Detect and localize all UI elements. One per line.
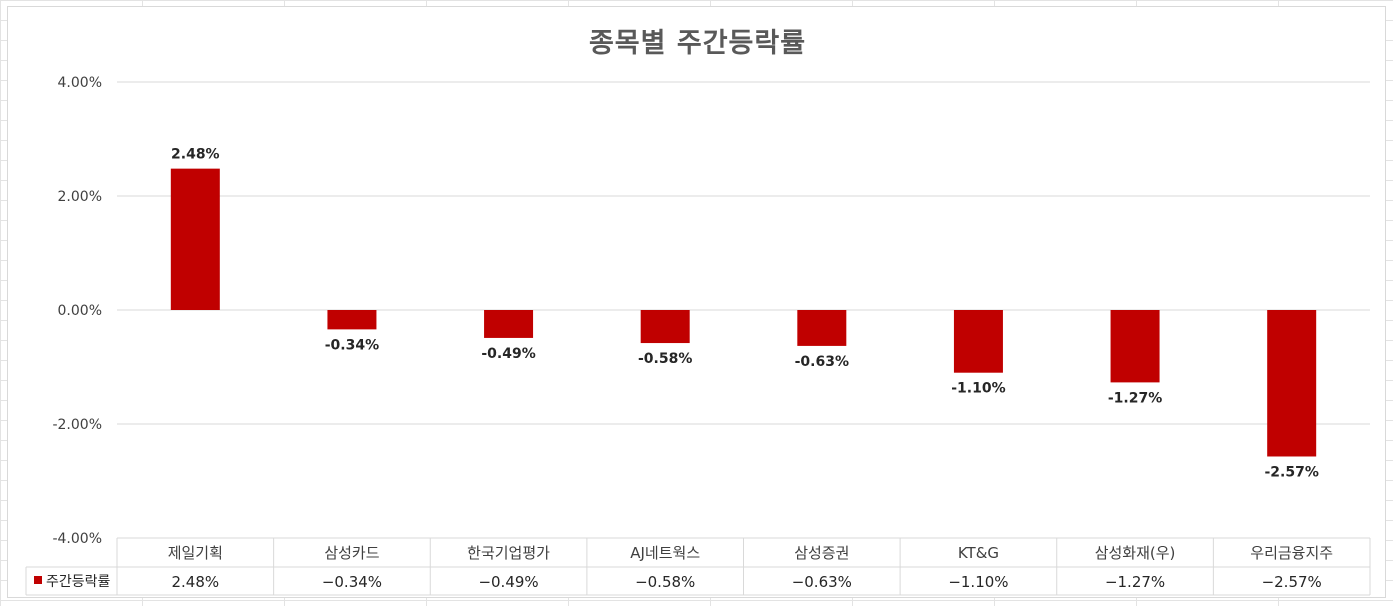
table-value: −1.10% — [948, 573, 1008, 591]
chart-title: 종목별 주간등락률 — [588, 28, 807, 59]
y-tick-label: -4.00% — [52, 531, 102, 547]
category-label: 삼성카드 — [324, 544, 379, 562]
bar — [640, 310, 690, 344]
category-label: 우리금융지주 — [1250, 544, 1333, 562]
data-label: -0.63% — [795, 354, 849, 370]
table-value: 2.48% — [171, 573, 219, 591]
data-label: -0.58% — [638, 351, 692, 367]
y-tick-label: -2.00% — [52, 417, 102, 433]
data-label: -2.57% — [1264, 464, 1318, 480]
bar — [484, 310, 534, 338]
data-label: -0.34% — [325, 337, 379, 353]
bar-chart: 4.00% 2.00% 0.00% -2.00% -4.00% 2.48% -0.34% -0… — [25, 75, 1371, 596]
data-label: -0.49% — [481, 346, 535, 362]
category-label: 한국기업평가 — [467, 544, 550, 562]
bar — [797, 310, 847, 346]
bar — [1267, 310, 1317, 457]
y-tick-label: 2.00% — [58, 189, 102, 205]
legend-label: 주간등락률 — [46, 574, 111, 590]
bar — [170, 168, 220, 310]
y-tick-label: 0.00% — [58, 303, 102, 319]
bar — [1110, 310, 1160, 383]
legend-swatch — [34, 576, 42, 584]
table-value: −0.63% — [792, 573, 852, 591]
data-label: -1.27% — [1108, 390, 1162, 406]
table-value: −0.34% — [322, 573, 382, 591]
table-value: −0.49% — [478, 573, 538, 591]
category-label: 삼성화재(우) — [1095, 544, 1176, 562]
data-label: 2.48% — [171, 147, 220, 163]
table-value: −2.57% — [1262, 573, 1322, 591]
chart-area[interactable]: 종목별 주간등락률 4.00% 2.00% 0.00% -2.00% -4.00% 2.4… — [7, 6, 1386, 598]
data-label: -1.10% — [951, 381, 1005, 397]
table-value: −1.27% — [1105, 573, 1165, 591]
category-label: AJ네트웍스 — [630, 544, 700, 562]
bar — [327, 310, 377, 330]
category-label: 삼성증권 — [794, 544, 849, 562]
bar — [953, 310, 1003, 373]
table-value: −0.58% — [635, 573, 695, 591]
category-label: KT&G — [958, 544, 999, 562]
y-tick-label: 4.00% — [58, 75, 102, 91]
category-label: 제일기획 — [168, 544, 223, 562]
